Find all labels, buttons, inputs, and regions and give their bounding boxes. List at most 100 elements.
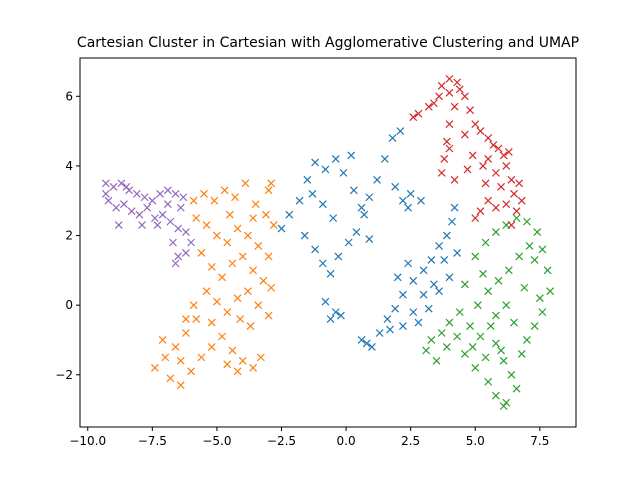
data-point (437, 81, 446, 90)
chart-title: Cartesian Cluster in Cartesian with Aggl… (76, 35, 580, 51)
data-point (491, 311, 500, 320)
data-point (455, 85, 464, 94)
data-point (156, 189, 165, 198)
data-point (504, 266, 513, 275)
data-point (104, 196, 113, 205)
data-point (510, 318, 518, 327)
data-point (502, 200, 511, 209)
data-point (254, 242, 263, 250)
data-point (442, 137, 451, 146)
data-point (347, 151, 356, 160)
data-point (295, 196, 304, 205)
data-point (326, 269, 335, 278)
data-point (181, 329, 190, 337)
data-point (507, 370, 516, 379)
data-point (466, 322, 475, 330)
data-point (479, 161, 487, 170)
data-point (349, 186, 358, 195)
data-point (471, 363, 480, 372)
data-point (491, 391, 500, 400)
data-point (150, 363, 159, 372)
data-point (471, 252, 480, 261)
series-0 (277, 127, 462, 351)
data-point (404, 259, 413, 268)
data-point (114, 221, 123, 230)
data-point (453, 249, 462, 257)
series-4 (101, 179, 196, 268)
data-point (300, 231, 309, 240)
data-point (450, 102, 459, 111)
data-point (491, 168, 500, 177)
data-point (515, 179, 524, 188)
data-point (220, 186, 229, 195)
data-point (264, 311, 273, 320)
data-point (357, 336, 366, 344)
data-point (174, 252, 183, 261)
data-point (207, 318, 216, 327)
data-point (249, 266, 258, 275)
data-point (150, 214, 159, 223)
data-point (233, 367, 242, 376)
data-point (502, 301, 511, 310)
x-tick-label: 0.0 (337, 434, 356, 448)
data-point (238, 356, 247, 365)
data-point (202, 221, 211, 230)
data-point (473, 301, 482, 310)
x-axis-ticks: −10.0 −7.5 −5.0 −2.5 0.0 2.5 5.0 7.5 (69, 427, 549, 448)
data-point (391, 182, 400, 191)
data-point (140, 193, 149, 202)
data-point (450, 175, 459, 184)
data-point (228, 259, 237, 268)
data-point (494, 144, 503, 153)
data-point (398, 290, 407, 299)
data-point (481, 179, 490, 188)
data-point (246, 322, 255, 330)
data-point (391, 304, 400, 313)
data-point (429, 99, 438, 108)
data-point (427, 336, 436, 344)
data-point (192, 315, 201, 324)
data-point (409, 276, 418, 285)
data-point (311, 245, 320, 254)
data-point (445, 273, 454, 282)
data-point (200, 189, 208, 198)
data-point (189, 301, 198, 310)
data-point (491, 203, 500, 212)
data-point (484, 377, 493, 386)
data-point (468, 343, 477, 351)
y-tick-label: 6 (65, 89, 73, 103)
data-point (476, 207, 485, 216)
x-tick-label: −7.5 (138, 434, 167, 448)
data-point (122, 182, 131, 191)
data-point (321, 297, 330, 306)
series-3 (409, 74, 526, 230)
data-point (525, 242, 534, 250)
data-point (502, 161, 511, 170)
data-point (504, 148, 513, 156)
data-point (187, 367, 196, 376)
data-point (463, 165, 472, 174)
data-point (223, 238, 232, 247)
data-point (512, 214, 521, 223)
data-point (223, 308, 232, 317)
data-point (386, 325, 394, 334)
data-point (429, 280, 438, 289)
data-point (486, 322, 495, 330)
data-point (236, 315, 245, 324)
data-point (484, 134, 493, 142)
data-point (440, 155, 449, 163)
data-point (251, 200, 260, 209)
data-point (249, 214, 258, 223)
data-point (427, 255, 436, 264)
data-point (448, 217, 456, 226)
x-tick-label: 7.5 (530, 434, 549, 448)
data-point (424, 304, 433, 313)
data-point (362, 339, 371, 348)
data-point (440, 255, 449, 264)
data-point (228, 346, 237, 355)
data-point (109, 182, 118, 191)
data-point (424, 102, 433, 111)
data-point (435, 287, 444, 296)
data-point (269, 221, 278, 230)
